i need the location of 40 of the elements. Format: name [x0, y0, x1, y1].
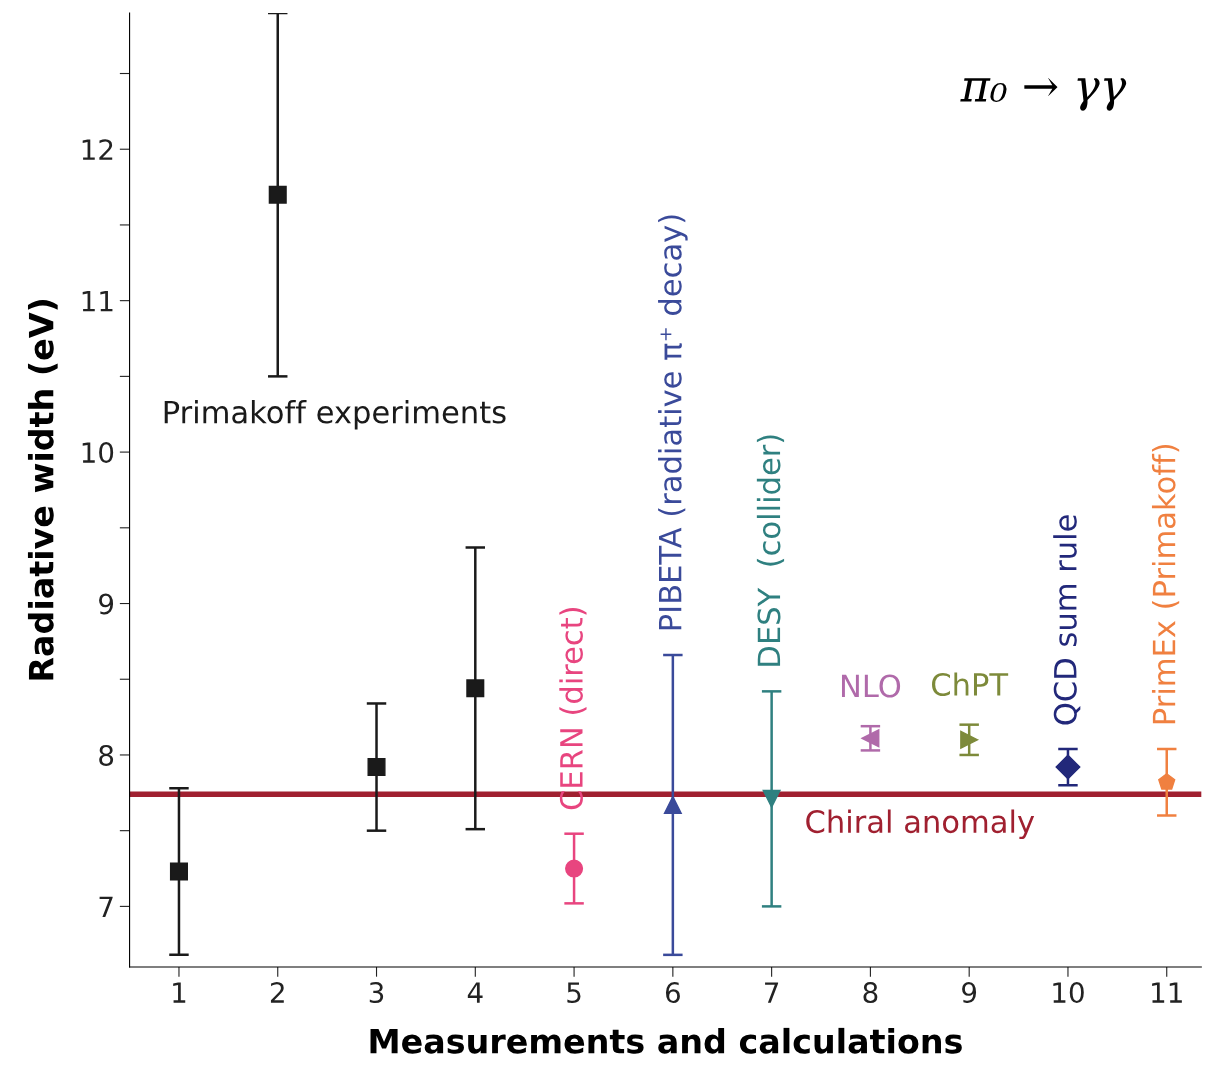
x-tick-label: 8 [863, 982, 878, 1004]
y-tick-label: 9 [99, 593, 114, 615]
x-tick-label: 9 [962, 982, 977, 1004]
series-label: ChPT [932, 672, 1009, 697]
point [1055, 754, 1081, 780]
x-tick-label: 7 [765, 982, 779, 1003]
x-tick-label: 4 [467, 982, 483, 1003]
point [960, 730, 979, 749]
x-tick-label: 1 [173, 982, 186, 1003]
text: Primakoff experiments [164, 399, 506, 430]
point [861, 729, 880, 748]
annotation: π₀ → γγ [960, 77, 1127, 111]
x-tick-label: 10 [1053, 982, 1084, 1004]
x-tick-label: 3 [369, 982, 384, 1004]
x-axis-title: Measurements and calculations [370, 1027, 962, 1054]
text: PrimEx (Primakoff) [1151, 444, 1180, 724]
text: PIBETA (radiative π⁺ decay) [658, 215, 688, 630]
point [367, 758, 386, 777]
ref-line-label: Chiral anomaly [806, 809, 1035, 840]
text: QCD sum rule [1053, 515, 1081, 725]
y-tick-label: 7 [99, 896, 113, 917]
y-tick-label: 12 [82, 139, 113, 160]
x-tick-label: 6 [665, 982, 680, 1004]
point [169, 862, 188, 881]
point [663, 795, 682, 814]
point [762, 789, 781, 808]
series-label: NLO [841, 674, 901, 698]
point [565, 859, 584, 878]
text: DESY (collider) [756, 435, 785, 666]
point [466, 679, 485, 698]
y-tick-label: 8 [99, 744, 114, 766]
point [1158, 773, 1176, 790]
y-tick-label: 10 [82, 442, 114, 464]
text: CERN (direct) [559, 607, 587, 810]
x-tick-label: 2 [270, 982, 284, 1003]
x-tick-label: 11 [1152, 982, 1182, 1003]
x-tick-label: 5 [567, 982, 581, 1004]
y-axis-title: Radiative width (eV) [27, 300, 58, 680]
y-tick-label: 11 [82, 290, 113, 312]
point [268, 185, 287, 204]
